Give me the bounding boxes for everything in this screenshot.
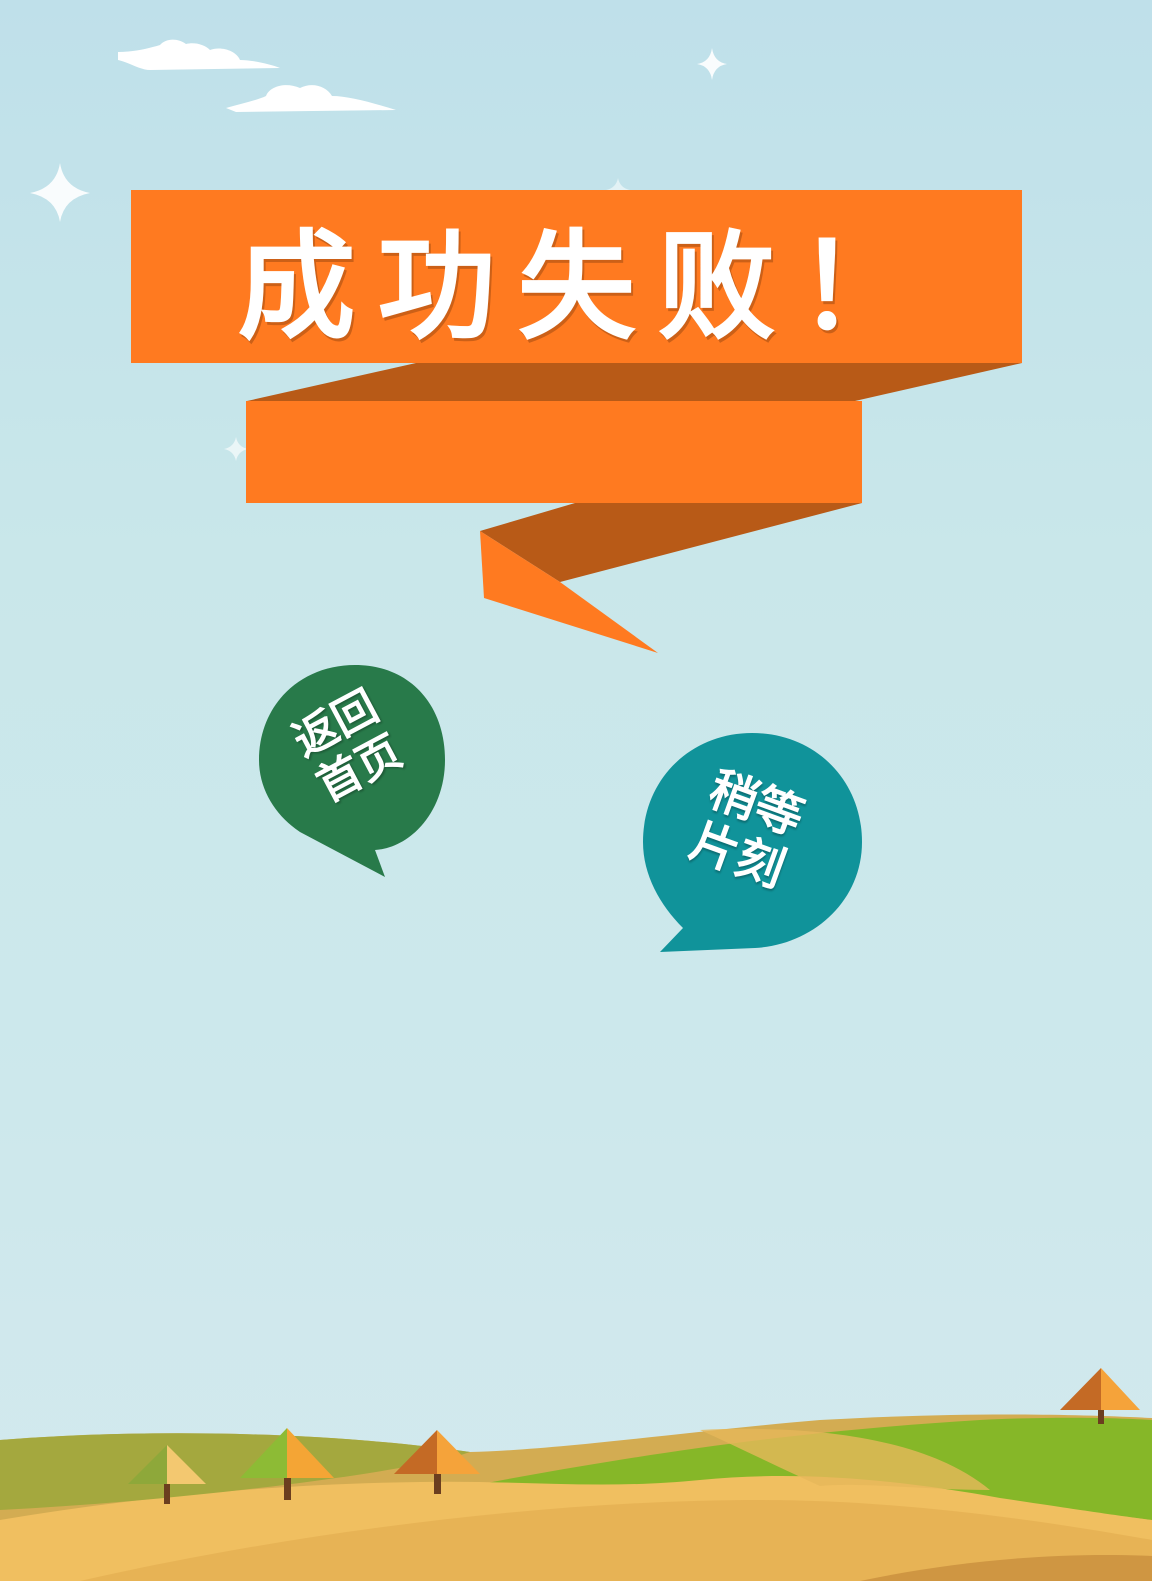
wait-bubble	[643, 733, 862, 952]
tree-icon	[128, 1445, 206, 1504]
hills	[0, 1414, 1152, 1581]
cloud-icon	[118, 39, 396, 112]
tree-icon	[1060, 1368, 1140, 1424]
tree-icon	[240, 1428, 334, 1500]
ribbon-banner	[131, 190, 1022, 653]
tree-icon	[394, 1430, 480, 1494]
home-bubble	[259, 665, 445, 877]
page-title: 成功失败！	[237, 218, 938, 356]
